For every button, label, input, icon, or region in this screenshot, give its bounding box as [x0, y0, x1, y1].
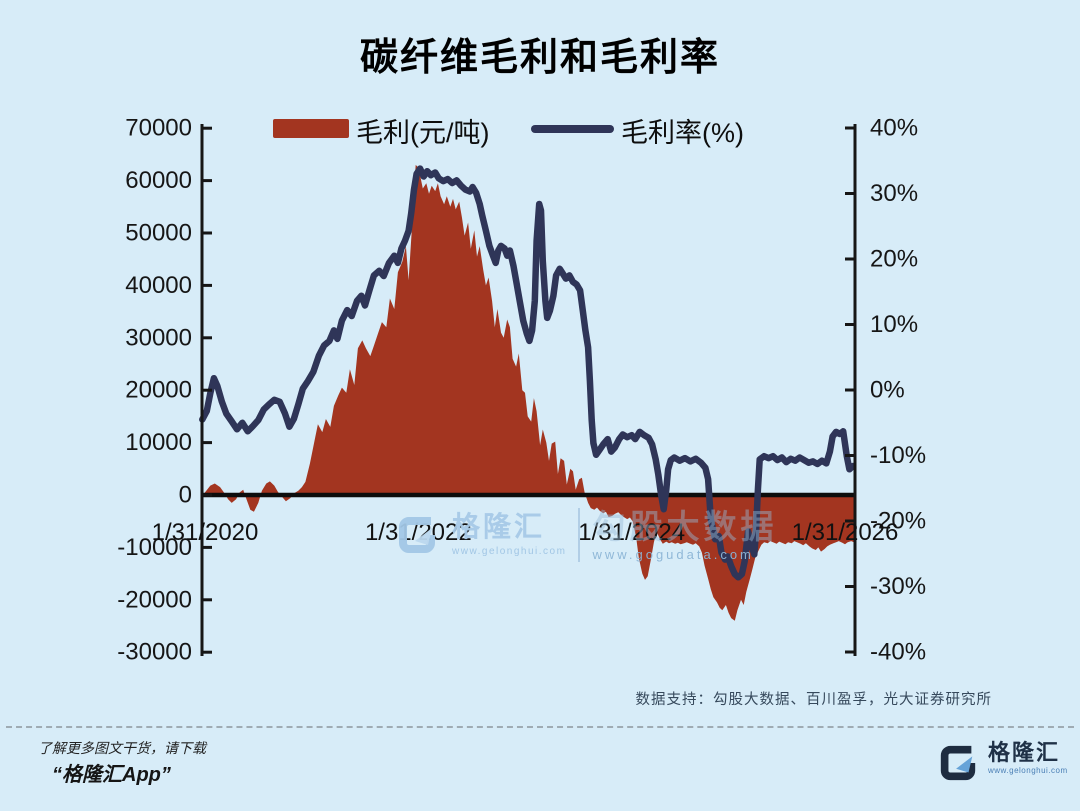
- left-axis-tick-label: 10000: [125, 429, 192, 456]
- right-axis-tick-label: -40%: [870, 639, 926, 666]
- gelonghui-logo-icon: [940, 745, 976, 781]
- x-axis-tick-label: 1/31/2020: [152, 519, 259, 546]
- margin-line-series: [199, 165, 857, 581]
- footer-brand-text: 格隆汇: [988, 740, 1061, 765]
- left-axis-tick-label: 70000: [125, 115, 192, 142]
- left-axis-tick-label: 40000: [125, 272, 192, 299]
- right-axis-tick-label: -10%: [870, 442, 926, 469]
- left-axis-tick-label: 20000: [125, 377, 192, 404]
- gelonghui-logo: 格隆汇 www.gelonghui.com: [936, 742, 1068, 784]
- data-source-note: 数据支持：勾股大数据、百川盈孚，光大证券研究所: [635, 692, 992, 708]
- left-axis-tick-label: 60000: [125, 167, 192, 194]
- legend-swatch-profit-area: [273, 119, 349, 138]
- legend-swatch-margin-line: [531, 125, 614, 133]
- profit-area-series: [202, 164, 854, 621]
- right-axis-tick-label: -30%: [870, 573, 926, 600]
- right-axis-tick-label: 0%: [870, 377, 905, 404]
- footer-promo-text: 了解更多图文干货，请下载: [38, 740, 206, 756]
- legend-label-margin: 毛利率(%): [621, 118, 744, 148]
- footer-divider: [6, 726, 1074, 728]
- left-axis-tick-label: 30000: [125, 324, 192, 351]
- right-axis-tick-label: 20%: [870, 246, 918, 273]
- chart-title: 碳纤维毛利和毛利率: [359, 37, 720, 79]
- right-axis-tick-label: -20%: [870, 508, 926, 535]
- right-axis-tick-label: 10%: [870, 311, 918, 338]
- x-axis-tick-label: 1/31/2026: [792, 519, 899, 546]
- left-axis-tick-label: -30000: [117, 639, 192, 666]
- footer-brand-url: www.gelonghui.com: [988, 766, 1068, 775]
- right-axis-tick-label: 40%: [870, 115, 918, 142]
- legend-label-profit: 毛利(元/吨): [356, 118, 490, 148]
- left-axis-tick-label: 0: [179, 482, 192, 509]
- left-axis-tick-label: -10000: [117, 534, 192, 561]
- right-axis-tick-label: 30%: [870, 180, 918, 207]
- footer-app-name: “格隆汇App”: [52, 764, 171, 786]
- x-axis-tick-label: 1/31/2022: [365, 519, 472, 546]
- x-axis-tick-label: 1/31/2024: [578, 519, 685, 546]
- left-axis-tick-label: -20000: [117, 586, 192, 613]
- left-axis-tick-label: 50000: [125, 220, 192, 247]
